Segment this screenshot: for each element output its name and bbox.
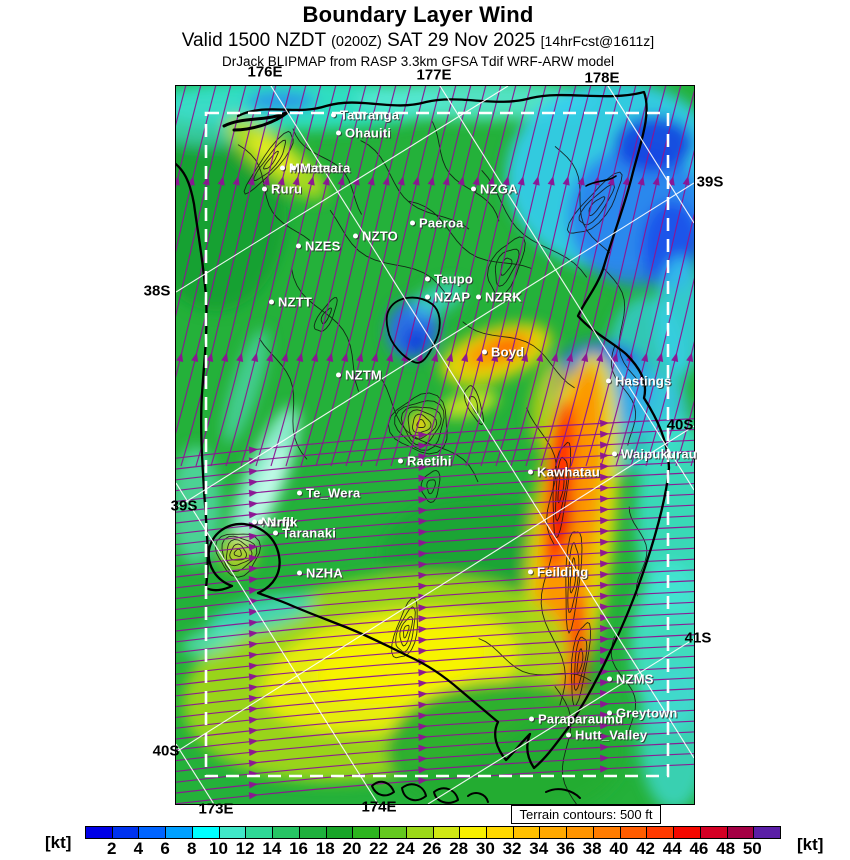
colorbar-cell <box>166 827 193 838</box>
colorbar-cell <box>727 827 755 838</box>
colorbar-tick: 18 <box>315 839 335 858</box>
valid-date: SAT 29 Nov 2025 <box>387 30 536 51</box>
colorbar-tick: 36 <box>555 839 575 858</box>
colorbar-ticks: 2 4 6 8 10 12 14 16 18 20 22 24 26 28 30 32 34 36 38 40 42 44… <box>85 839 779 859</box>
colorbar-cell <box>487 827 514 838</box>
model-line: DrJack BLIPMAP from RASP 3.3km GFSA Tdif… <box>221 54 615 69</box>
valid-prefix: Valid 1500 NZDT <box>181 30 326 51</box>
axis-label-40s: 40S <box>666 416 694 434</box>
colorbar-tick: 34 <box>529 839 549 858</box>
colorbar-cell <box>273 827 300 838</box>
colorbar-tick: 22 <box>369 839 389 858</box>
colorbar-tick: 32 <box>502 839 522 858</box>
axis-label-178e: 178E <box>584 69 620 87</box>
valid-time-line: Valid 1500 NZDT (0200Z) SAT 29 Nov 2025 … <box>0 30 836 52</box>
colorbar-tick: 20 <box>342 839 362 858</box>
colorbar-cell <box>353 827 381 838</box>
colorbar-cell <box>380 827 407 838</box>
colorbar-tick: 8 <box>187 839 197 858</box>
colorbar-cell <box>299 827 327 838</box>
colorbar-tick: 30 <box>475 839 495 858</box>
domain-boundary <box>204 111 670 778</box>
axis-label-40s: 40S <box>152 742 180 760</box>
axis-label-38s: 38S <box>143 282 171 300</box>
colorbar-cell <box>326 827 354 838</box>
colorbar <box>85 826 781 839</box>
terrain-contours-note: Terrain contours: 500 ft <box>511 805 661 824</box>
colorbar-tick: 28 <box>449 839 469 858</box>
axis-label-176e: 176E <box>247 63 283 81</box>
graticule <box>176 86 694 804</box>
colorbar-cell <box>540 827 568 838</box>
colorbar-cell <box>139 827 167 838</box>
valid-zulu: (0200Z) <box>331 34 382 50</box>
colorbar-tick: 6 <box>160 839 170 858</box>
colorbar-cell <box>406 827 434 838</box>
colorbar-cell <box>513 827 541 838</box>
colorbar-cell <box>567 827 594 838</box>
colorbar-cell <box>460 827 488 838</box>
forecast-tag: [14hrFcst@1611z] <box>540 33 655 49</box>
colorbar-tick: 48 <box>716 839 736 858</box>
colorbar-tick: 40 <box>609 839 629 858</box>
colorbar-tick: 50 <box>742 839 762 858</box>
colorbar-tick: 10 <box>208 839 228 858</box>
colorbar-cell <box>433 827 461 838</box>
header: Boundary Layer Wind Valid 1500 NZDT (020… <box>0 0 836 69</box>
kt-unit-left: [kt] <box>45 833 72 852</box>
colorbar-tick: 24 <box>395 839 415 858</box>
axis-label-173e: 173E <box>198 800 234 818</box>
page-title: Boundary Layer Wind <box>302 2 534 27</box>
colorbar-tick: 42 <box>636 839 655 858</box>
wind-map <box>176 86 694 804</box>
colorbar-cell <box>620 827 648 838</box>
map-frame <box>175 85 695 805</box>
colorbar-tick: 4 <box>133 839 144 858</box>
colorbar-cell <box>647 827 675 838</box>
axis-label-39s: 39S <box>696 173 724 191</box>
colorbar-tick: 38 <box>582 839 602 858</box>
colorbar-tick: 26 <box>422 839 442 858</box>
colorbar-cell <box>219 827 247 838</box>
colorbar-cell <box>593 827 621 838</box>
axis-label-174e: 174E <box>361 798 397 816</box>
axis-label-41s: 41S <box>684 629 712 647</box>
colorbar-cell <box>754 827 781 838</box>
colorbar-tick: 46 <box>689 839 709 858</box>
colorbar-cell <box>700 827 728 838</box>
axis-label-39s: 39S <box>170 497 198 515</box>
colorbar-tick: 16 <box>289 839 308 858</box>
colorbar-tick: 14 <box>262 839 282 858</box>
axis-label-177e: 177E <box>416 66 452 84</box>
colorbar-cell <box>112 827 140 838</box>
colorbar-cell <box>192 827 220 838</box>
kt-unit-right: [kt] <box>797 835 824 854</box>
colorbar-tick: 44 <box>662 839 682 858</box>
colorbar-cell <box>86 827 113 838</box>
colorbar-tick: 12 <box>235 839 255 858</box>
colorbar-cell <box>246 827 274 838</box>
colorbar-cell <box>674 827 701 838</box>
colorbar-tick: 2 <box>106 839 117 858</box>
